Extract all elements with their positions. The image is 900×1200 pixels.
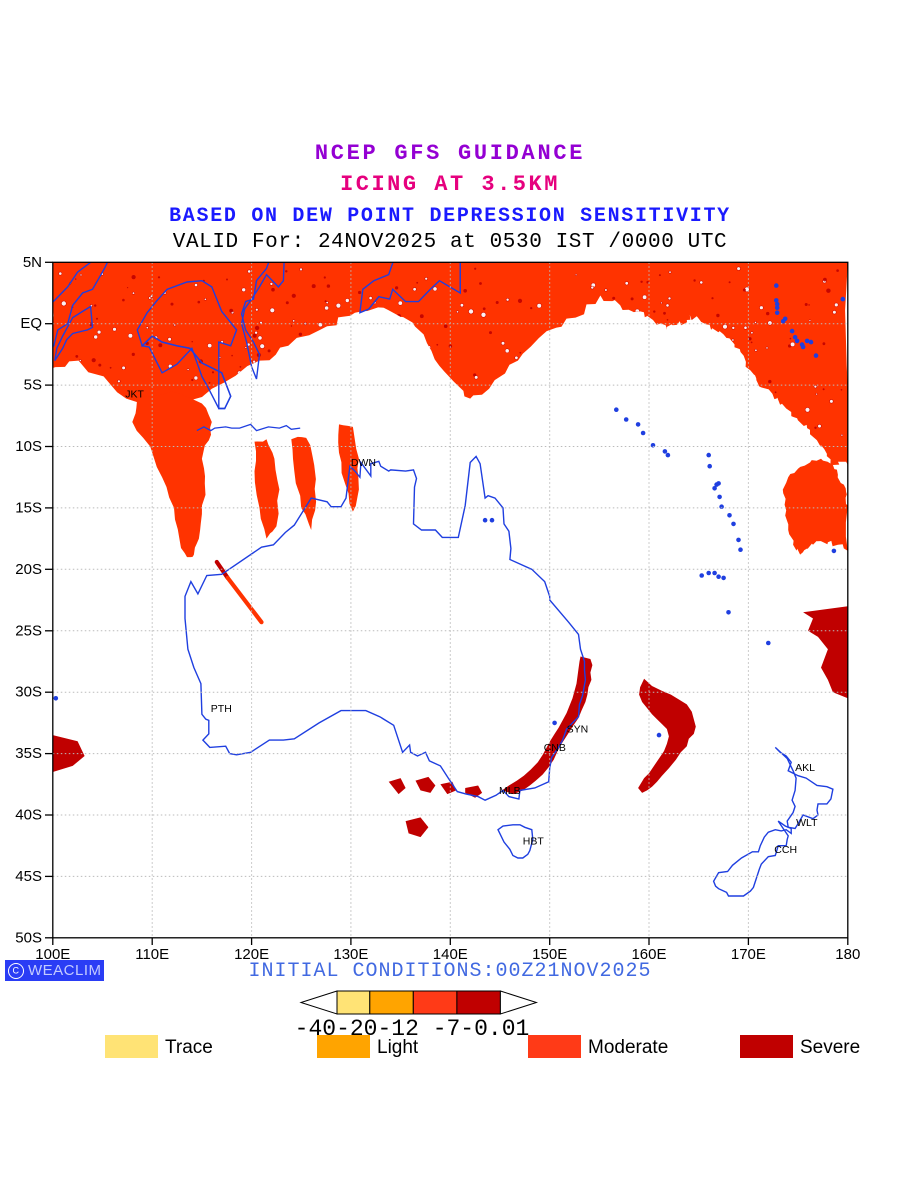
svg-text:PTH: PTH (211, 703, 232, 715)
svg-text:SYN: SYN (567, 724, 589, 736)
svg-text:JKT: JKT (125, 388, 144, 400)
svg-text:Moderate: Moderate (588, 1037, 668, 1058)
svg-text:50S: 50S (15, 929, 42, 946)
svg-text:45S: 45S (15, 868, 42, 885)
svg-text:5S: 5S (24, 377, 42, 394)
svg-text:Light: Light (377, 1037, 419, 1058)
svg-text:MLB: MLB (499, 785, 521, 797)
svg-text:5N: 5N (23, 254, 42, 271)
svg-text:CCH: CCH (774, 844, 797, 856)
svg-text:EQ: EQ (20, 315, 42, 332)
svg-text:CNB: CNB (544, 742, 566, 754)
svg-text:DWN: DWN (351, 457, 376, 469)
svg-text:20S: 20S (15, 561, 42, 578)
svg-text:Severe: Severe (800, 1037, 860, 1058)
svg-text:25S: 25S (15, 622, 42, 639)
svg-text:35S: 35S (15, 745, 42, 762)
svg-text:15S: 15S (15, 499, 42, 516)
svg-text:10S: 10S (15, 438, 42, 455)
svg-text:40S: 40S (15, 807, 42, 824)
svg-text:HBT: HBT (523, 836, 545, 848)
svg-text:AKL: AKL (795, 762, 815, 774)
svg-text:Trace: Trace (165, 1037, 213, 1058)
svg-text:WLT: WLT (796, 817, 818, 829)
svg-text:30S: 30S (15, 684, 42, 701)
